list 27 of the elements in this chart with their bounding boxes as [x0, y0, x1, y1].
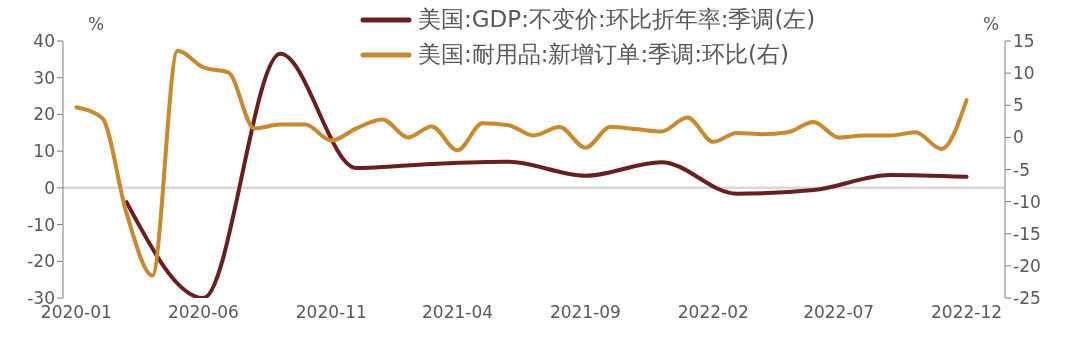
y-tick-label: -20 — [27, 251, 55, 272]
y2-tick-label: 15 — [1013, 31, 1035, 52]
y2-tick-label: 5 — [1013, 95, 1024, 116]
y2-tick-label: 10 — [1013, 63, 1035, 84]
legend-label: 美国:耐用品:新增订单:季调:环比(右) — [418, 40, 789, 69]
y2-tick-label: -15 — [1013, 223, 1041, 244]
y-tick-label: 40 — [33, 31, 55, 52]
x-tick-label: 2022-12 — [931, 302, 1003, 323]
x-tick-label: 2022-02 — [677, 302, 749, 323]
y-tick-label: -10 — [27, 214, 55, 235]
y-tick-label: 0 — [44, 177, 55, 198]
y2-tick-label: -25 — [1013, 288, 1041, 309]
legend-label: 美国:GDP:不变价:环比折年率:季调(左) — [418, 5, 816, 34]
y-axis-title: % — [88, 14, 105, 34]
y2-tick-label: 0 — [1013, 127, 1024, 148]
y-tick-label: 10 — [33, 141, 55, 162]
y2-tick-label: -10 — [1013, 191, 1041, 212]
y2-tick-label: -20 — [1013, 255, 1041, 276]
y2-tick-label: -5 — [1013, 159, 1030, 180]
x-tick-label: 2020-06 — [167, 302, 239, 323]
x-tick-label: 2020-11 — [295, 302, 367, 323]
x-tick-label: 2021-04 — [422, 302, 494, 323]
y-tick-label: 30 — [33, 67, 55, 88]
y2-axis-title: % — [983, 14, 1000, 34]
x-tick-label: 2021-09 — [549, 302, 621, 323]
y-tick-label: 20 — [33, 104, 55, 125]
x-tick-label: 2022-07 — [803, 302, 875, 323]
